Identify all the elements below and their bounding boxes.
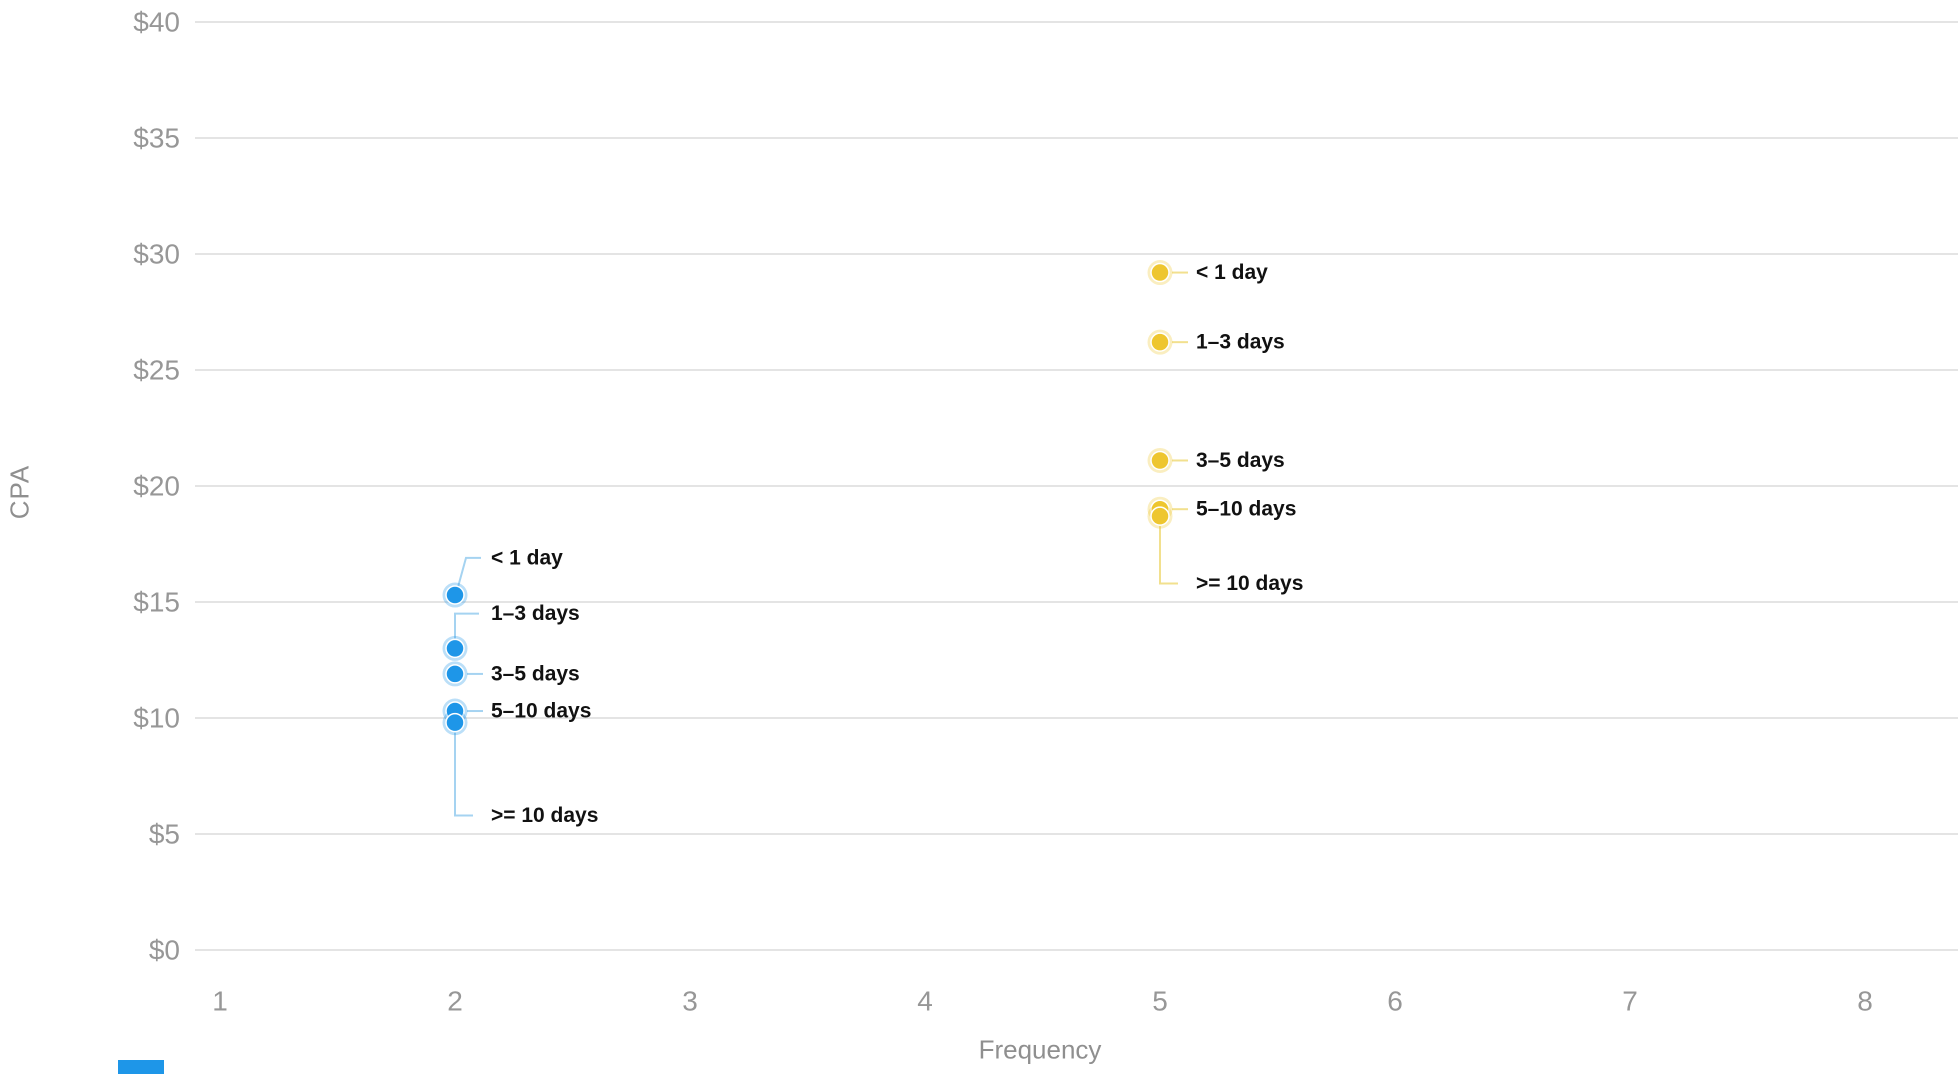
data-point[interactable] — [1150, 450, 1170, 471]
label-leader-line — [457, 556, 481, 588]
x-tick-label: 4 — [917, 986, 933, 1017]
x-tick-label: 5 — [1152, 986, 1168, 1017]
data-point[interactable] — [445, 712, 465, 733]
y-tick-label: $25 — [133, 355, 180, 386]
data-point[interactable] — [1150, 506, 1170, 526]
data-point[interactable] — [445, 638, 465, 659]
y-tick-label: $40 — [133, 7, 180, 38]
y-tick-label: $35 — [133, 123, 180, 154]
x-tick-label: 8 — [1857, 986, 1873, 1017]
x-tick-label: 3 — [682, 986, 698, 1017]
data-point-label: 3–5 days — [1196, 449, 1285, 472]
data-point-label: 3–5 days — [491, 662, 580, 685]
data-point-label: < 1 day — [491, 546, 563, 569]
data-point-label: 1–3 days — [491, 602, 580, 625]
x-tick-label: 1 — [212, 986, 228, 1017]
data-point[interactable] — [1150, 332, 1170, 352]
data-point-label: >= 10 days — [491, 804, 598, 827]
data-point-label: 1–3 days — [1196, 331, 1285, 354]
partial-blue-element[interactable] — [118, 1060, 164, 1074]
y-tick-label: $20 — [133, 471, 180, 502]
x-tick-label: 7 — [1622, 986, 1638, 1017]
data-point-label: 5–10 days — [1196, 498, 1296, 521]
data-point-label: 5–10 days — [491, 700, 591, 723]
x-tick-label: 6 — [1387, 986, 1403, 1017]
data-point-label: >= 10 days — [1196, 572, 1303, 595]
y-tick-label: $30 — [133, 239, 180, 270]
data-point-label: < 1 day — [1196, 261, 1268, 284]
label-leader-line — [1159, 526, 1178, 585]
y-tick-label: $15 — [133, 587, 180, 618]
label-leader-line — [454, 732, 473, 817]
y-axis-title: CPA — [4, 464, 35, 520]
x-axis-title: Frequency — [978, 1034, 1102, 1065]
y-tick-label: $0 — [149, 935, 180, 966]
y-tick-label: $5 — [149, 819, 180, 850]
data-point[interactable] — [445, 585, 465, 605]
x-tick-label: 2 — [447, 986, 463, 1017]
data-point[interactable] — [1150, 262, 1170, 283]
y-tick-label: $10 — [133, 703, 180, 734]
data-point[interactable] — [445, 664, 465, 684]
label-leader-line — [454, 612, 479, 639]
